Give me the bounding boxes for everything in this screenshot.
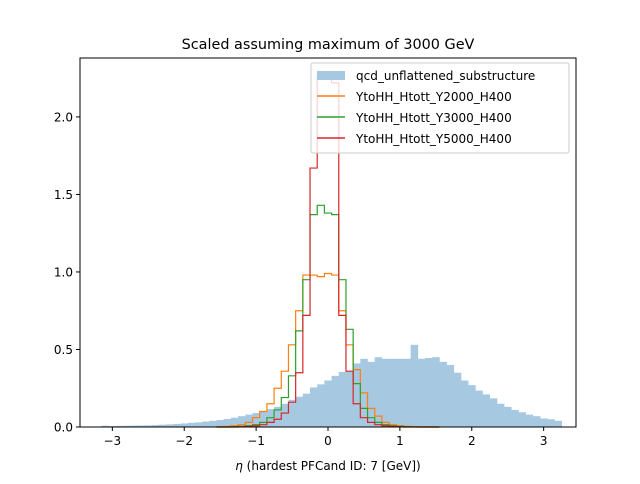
qcd-bar — [482, 394, 491, 427]
qcd-bar — [396, 358, 404, 427]
qcd-bar — [547, 419, 555, 427]
qcd-bar — [540, 418, 548, 427]
qcd-bar — [115, 425, 124, 427]
qcd-bar — [202, 421, 210, 427]
qcd-bar — [475, 390, 483, 427]
qcd-bar — [417, 358, 426, 427]
qcd-bar — [532, 416, 541, 427]
qcd-bar — [151, 424, 160, 427]
x-axis-label-text: (hardest PFCand ID: 7 [GeV]) — [243, 459, 421, 473]
qcd-bar — [173, 423, 181, 427]
qcd-bar — [338, 371, 347, 427]
qcd-bar — [446, 364, 455, 427]
qcd-bar — [166, 424, 174, 427]
qcd-bar — [310, 387, 318, 427]
qcd-bar — [317, 384, 325, 427]
qcd-bar — [381, 358, 390, 427]
x-axis-label: η (hardest PFCand ID: 7 [GeV]) — [235, 459, 421, 473]
qcd-bar — [425, 358, 433, 427]
qcd-bar — [525, 414, 534, 427]
qcd-bar — [209, 420, 217, 427]
qcd-bar — [223, 418, 232, 427]
qcd-bar — [367, 361, 376, 427]
x-tick-label: 1 — [396, 434, 404, 448]
y-tick-label: 1.5 — [54, 188, 73, 202]
legend-box — [310, 62, 570, 154]
qcd-bar — [159, 424, 167, 427]
qcd-bar — [295, 396, 304, 427]
qcd-bar — [195, 422, 203, 427]
qcd-bar — [288, 399, 296, 427]
qcd-bar — [180, 423, 189, 427]
qcd-bar — [489, 398, 498, 427]
qcd-bar — [460, 380, 469, 427]
qcd-bar — [432, 357, 440, 427]
qcd-bar — [331, 375, 340, 427]
qcd-bar — [259, 411, 268, 427]
x-tick-label: 3 — [540, 434, 548, 448]
legend-swatch — [317, 71, 345, 80]
qcd-bar — [374, 357, 383, 427]
qcd-bar — [345, 371, 354, 427]
qcd-bar — [511, 409, 519, 427]
legend-label: YtoHH_Htott_Y3000_H400 — [355, 111, 512, 125]
qcd-bar — [302, 393, 311, 427]
x-tick-label: −1 — [247, 434, 265, 448]
qcd-bar — [389, 358, 397, 427]
qcd-bar — [403, 358, 411, 427]
x-axis: −3 −2 −1 0 1 2 3 — [103, 427, 547, 448]
qcd-bar — [504, 406, 512, 427]
qcd-bar — [245, 414, 253, 427]
legend-label: qcd_unflattened_substructure — [356, 69, 535, 83]
qcd-bar — [238, 416, 246, 427]
histogram-bars — [101, 344, 562, 427]
qcd-bar — [144, 425, 153, 427]
qcd-bar — [252, 413, 261, 427]
y-tick-label: 2.0 — [54, 110, 73, 124]
x-tick-label: −3 — [103, 434, 121, 448]
qcd-bar — [130, 425, 138, 427]
qcd-bar — [453, 372, 462, 427]
qcd-bar — [353, 363, 361, 427]
y-tick-label: 0.5 — [54, 343, 73, 357]
qcd-bar — [518, 412, 526, 427]
qcd-bar — [187, 422, 196, 427]
qcd-bar — [230, 417, 239, 427]
x-tick-label: 2 — [468, 434, 476, 448]
qcd-bar — [274, 406, 282, 427]
qcd-bar — [101, 425, 110, 427]
legend: qcd_unflattened_substructure YtoHH_Htott_… — [310, 62, 570, 154]
x-axis-label-symbol: η — [235, 459, 243, 473]
x-tick-label: 0 — [324, 434, 332, 448]
qcd-bar — [216, 420, 225, 427]
y-tick-label: 0.0 — [54, 421, 73, 435]
y-axis: 0.0 0.5 1.0 1.5 2.0 — [54, 110, 80, 435]
qcd-bar — [554, 420, 562, 427]
qcd-bar — [123, 425, 131, 427]
y-tick-label: 1.0 — [54, 265, 73, 279]
qcd-bar — [439, 361, 447, 427]
qcd-bar — [281, 403, 289, 427]
x-tick-label: −2 — [175, 434, 193, 448]
chart-title: Scaled assuming maximum of 3000 GeV — [182, 37, 475, 53]
qcd-bar — [324, 380, 332, 427]
legend-label: YtoHH_Htott_Y2000_H400 — [355, 90, 512, 104]
qcd-bar — [410, 344, 419, 427]
qcd-bar — [137, 425, 145, 427]
qcd-bar — [468, 385, 476, 427]
qcd-bar — [496, 403, 505, 427]
legend-label: YtoHH_Htott_Y5000_H400 — [355, 132, 512, 146]
